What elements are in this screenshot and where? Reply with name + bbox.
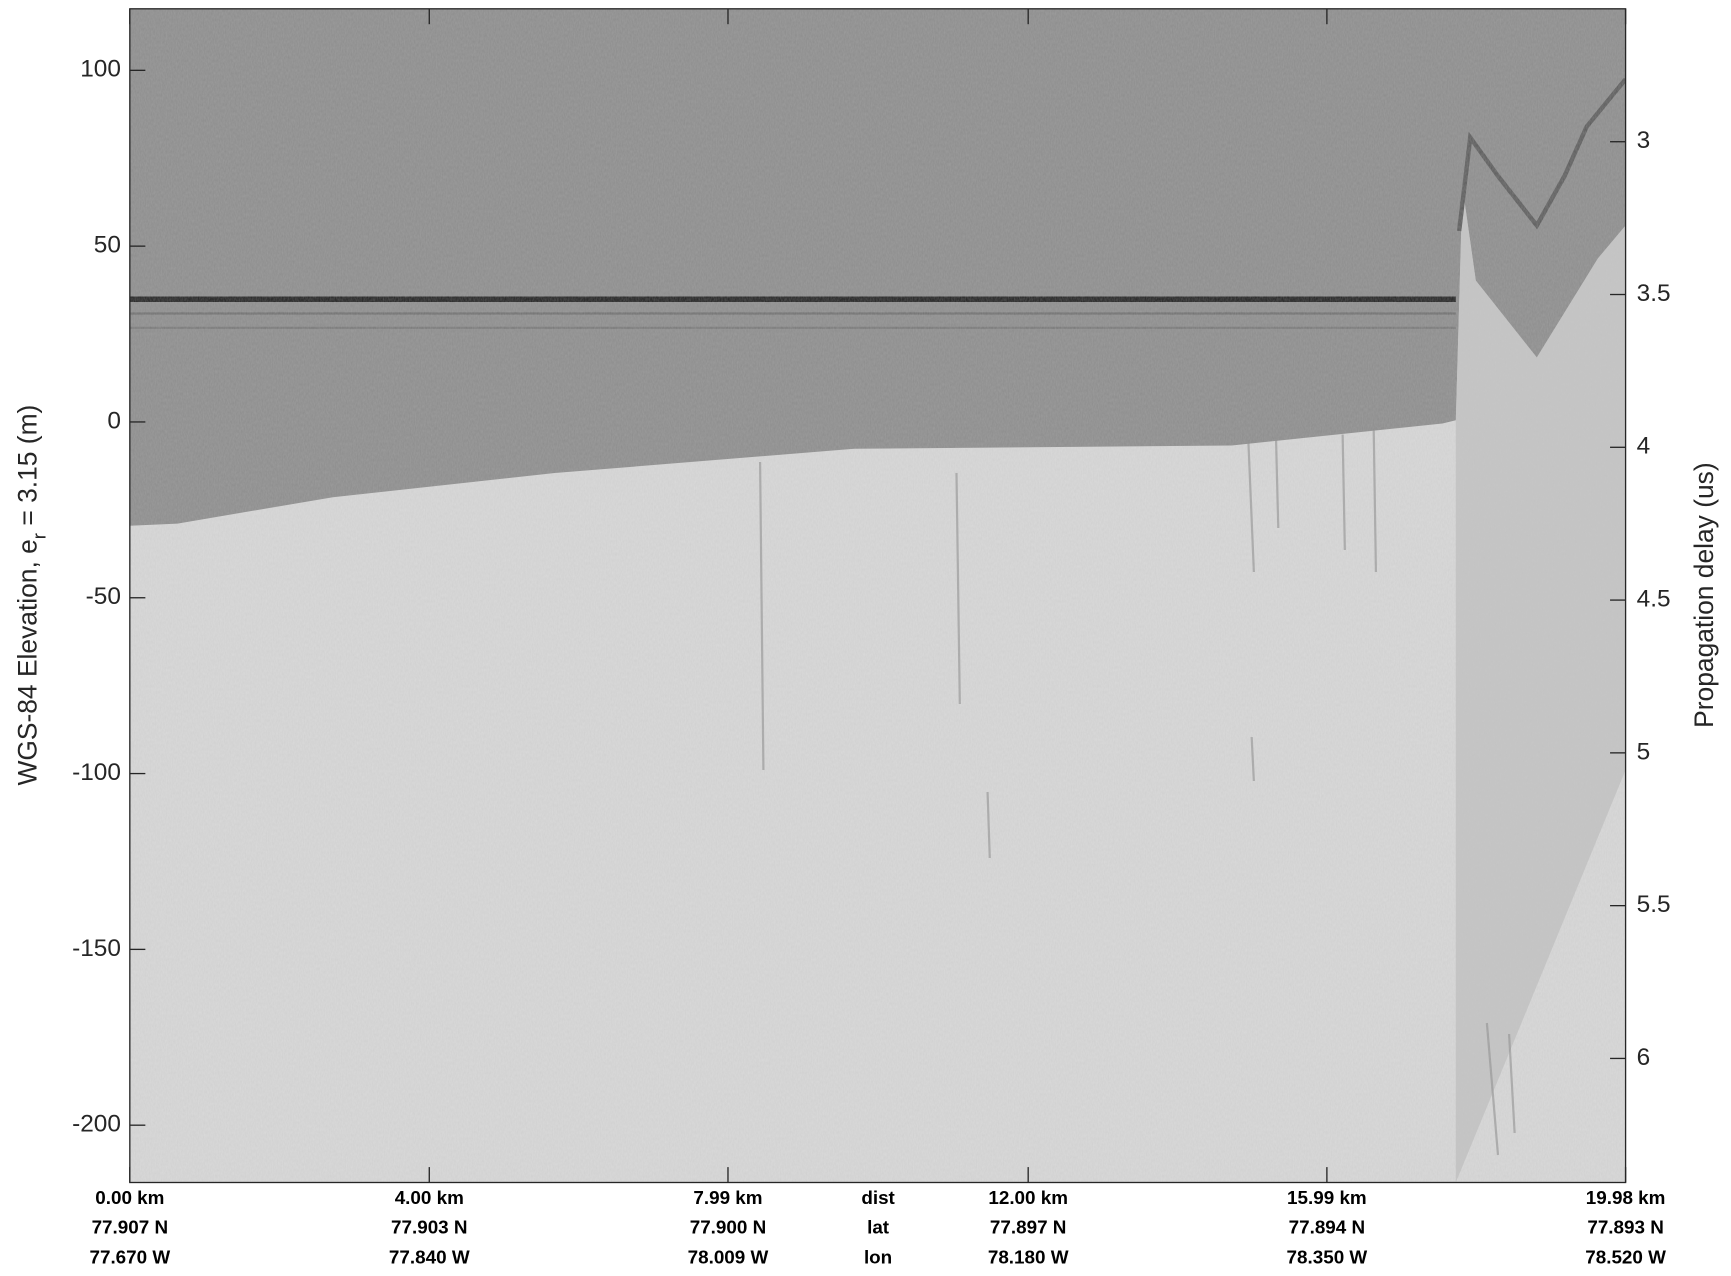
y2-tick-label: 4 [1637,433,1651,460]
y-tick-label: -150 [72,935,121,962]
x-tick-label: 19.98 km [1586,1187,1666,1208]
y2-tick-label: 3.5 [1637,280,1671,307]
y-axis-label-rest: = 3.15 (m) [13,405,43,533]
lon-label: 78.520 W [1585,1246,1666,1267]
y-tick-label: -200 [72,1111,121,1138]
lon-label: 78.350 W [1287,1246,1368,1267]
y-axis-label-main: WGS-84 Elevation, e [13,539,43,785]
plot-frame [129,8,1627,1184]
lat-label: 77.897 N [990,1217,1067,1238]
y-tick-label: -100 [72,759,121,786]
lon-label: 78.009 W [688,1246,769,1267]
y2-tick-label: 6 [1637,1044,1651,1071]
y-tick-label: 0 [107,407,121,434]
y-axis-label: WGS-84 Elevation, er = 3.15 (m) [13,405,50,786]
y2-tick-label: 5.5 [1637,891,1671,918]
lon-label: 78.180 W [988,1246,1069,1267]
lat-label: 77.900 N [690,1217,767,1238]
y-axis-label-subscript: r [28,533,49,539]
y-tick-label: 50 [94,232,121,259]
lon-label: 77.670 W [89,1246,170,1267]
x-tick-label: 4.00 km [395,1187,464,1208]
y2-tick-label: 3 [1637,127,1651,154]
x-tick-label: 15.99 km [1287,1187,1367,1208]
y-tick-label: -50 [86,583,121,610]
lat-label: 77.894 N [1289,1217,1366,1238]
x-tick-label: 7.99 km [693,1187,762,1208]
y2-tick-label: 5 [1637,738,1651,765]
lat-label: 77.907 N [92,1217,169,1238]
y-tick-label: 100 [80,56,121,83]
echogram-image [129,8,1626,1183]
row-label: dist [861,1187,895,1208]
lat-label: 77.893 N [1587,1217,1664,1238]
lat-label: 77.903 N [391,1217,468,1238]
y2-tick-label: 4.5 [1637,586,1671,613]
x-tick-label: 12.00 km [988,1187,1068,1208]
row-label: lon [864,1246,892,1267]
lon-label: 77.840 W [389,1246,470,1267]
row-label: lat [867,1217,890,1238]
y2-axis-label: Propagation delay (us) [1689,462,1719,727]
x-tick-label: 0.00 km [95,1187,164,1208]
